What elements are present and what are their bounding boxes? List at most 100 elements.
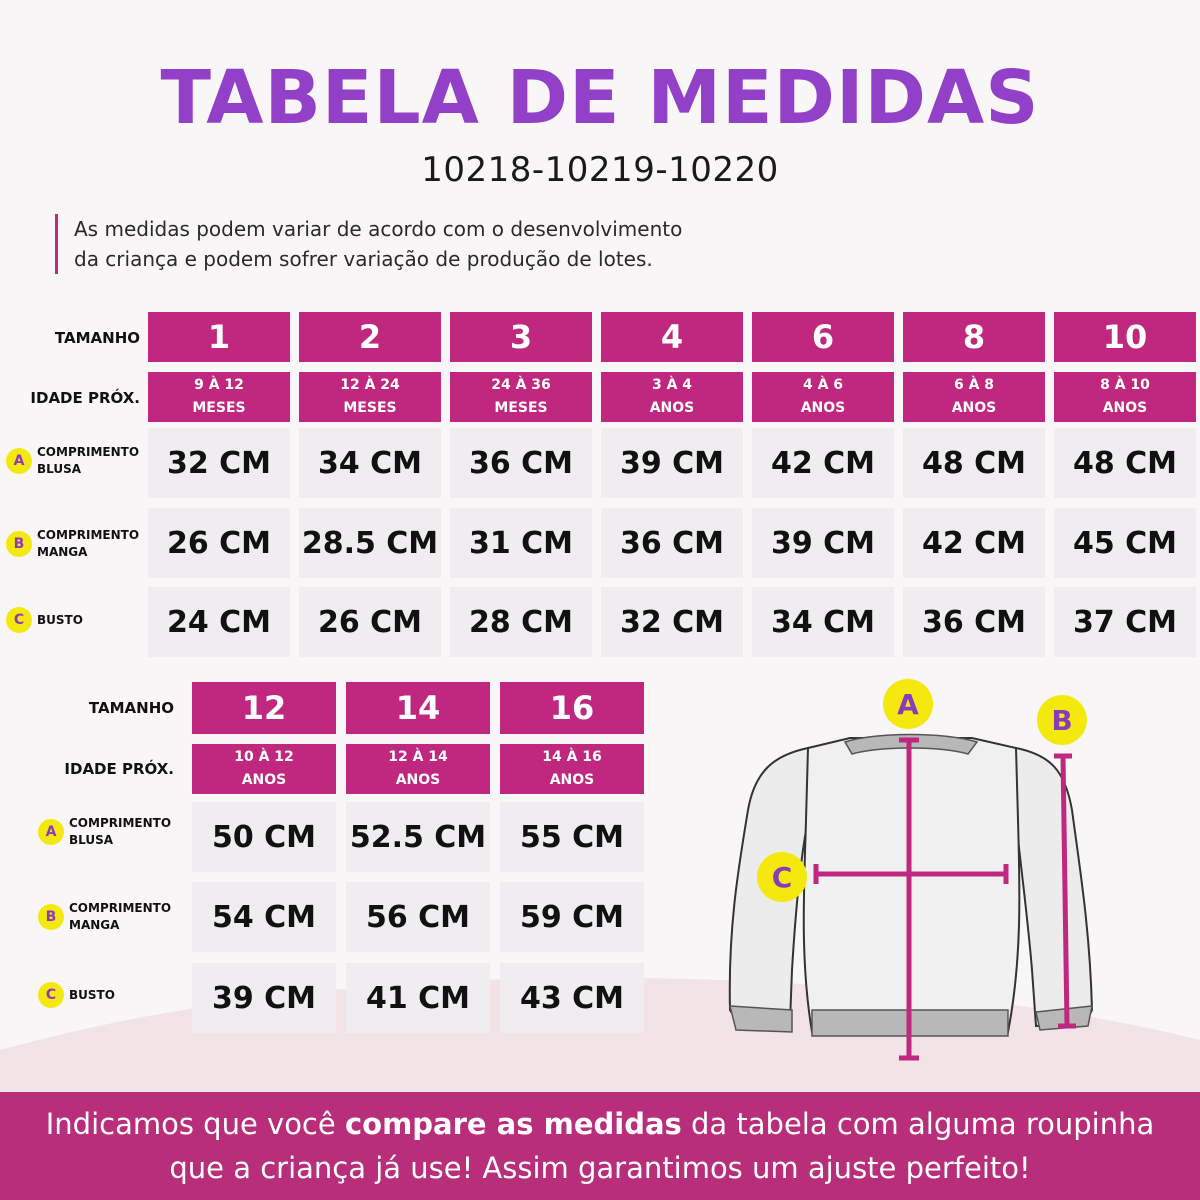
age-range: 24 À 36 — [491, 377, 551, 393]
badge-letter: A — [897, 688, 919, 721]
label-text: BLUSA — [69, 833, 114, 847]
age-cell: 6 À 8 ANOS — [903, 372, 1045, 422]
page-title: TABELA DE MEDIDAS — [160, 55, 1040, 141]
value-cell: 56 CM — [346, 882, 490, 952]
value-cell: 42 CM — [752, 428, 894, 498]
right-sleeve — [1015, 746, 1094, 1028]
age-range: 9 À 12 — [194, 377, 244, 393]
label-comprimento-manga: B COMPRIMENTO MANGA — [6, 527, 139, 561]
age-unit: ANOS — [395, 772, 441, 788]
note-line-1: As medidas podem variar de acordo com o … — [74, 217, 683, 241]
size-cell: 12 — [192, 682, 336, 734]
label-text: COMPRIMENTO — [69, 816, 172, 830]
footer-emphasis: compare as medidas — [344, 1107, 682, 1141]
value-cell: 59 CM — [500, 882, 644, 952]
age-cell: 12 À 14 ANOS — [346, 744, 490, 794]
size-cell: 8 — [903, 312, 1045, 362]
value-cell: 32 CM — [601, 587, 743, 657]
badge-a: A — [6, 448, 32, 474]
value-cell: 39 CM — [192, 963, 336, 1033]
age-unit: ANOS — [549, 772, 595, 788]
right-cuff — [1035, 1005, 1093, 1031]
size-cell: 4 — [601, 312, 743, 362]
label-text: MANGA — [37, 545, 88, 559]
age-cell: 14 À 16 ANOS — [500, 744, 644, 794]
age-row-label: IDADE PRÓX. — [64, 760, 174, 778]
size-cell: 14 — [346, 682, 490, 734]
size-row-label: TAMANHO — [88, 699, 174, 717]
left-cuff — [729, 1005, 793, 1033]
age-cell: 4 À 6 ANOS — [752, 372, 894, 422]
label-comprimento-blusa: A COMPRIMENTO BLUSA — [6, 444, 139, 478]
footer-banner: Indicamos que você compare as medidas da… — [0, 1092, 1200, 1200]
value-cell: 45 CM — [1054, 508, 1196, 578]
value-cell: 26 CM — [299, 587, 441, 657]
value-cell: 34 CM — [752, 587, 894, 657]
value-cell: 39 CM — [752, 508, 894, 578]
sweatshirt-body — [802, 737, 1021, 1033]
diagram-badge-a: A — [883, 679, 933, 729]
value-cell: 34 CM — [299, 428, 441, 498]
age-cell: 24 À 36 MESES — [450, 372, 592, 422]
value-cell: 52.5 CM — [346, 802, 490, 872]
sweatshirt-diagram: A B C — [728, 679, 1094, 1061]
label-text: COMPRIMENTO — [37, 528, 140, 542]
age-range: 3 À 4 — [651, 377, 693, 393]
badge-b: B — [38, 904, 64, 930]
label-busto: C BUSTO — [38, 982, 115, 1008]
footer-line-1: Indicamos que você compare as medidas da… — [0, 1102, 1200, 1146]
value-cell: 31 CM — [450, 508, 592, 578]
value-cell: 54 CM — [192, 882, 336, 952]
age-range: 12 À 14 — [388, 749, 448, 765]
value-cell: 28.5 CM — [299, 508, 441, 578]
value-cell: 36 CM — [450, 428, 592, 498]
age-unit: MESES — [494, 400, 548, 416]
footer-line-2: que a criança já use! Assim garantimos u… — [169, 1151, 1031, 1185]
disclaimer-note: As medidas podem variar de acordo com o … — [55, 214, 682, 274]
value-cell: 42 CM — [903, 508, 1045, 578]
value-cell: 41 CM — [346, 963, 490, 1033]
value-cell: 24 CM — [148, 587, 290, 657]
size-cell: 16 — [500, 682, 644, 734]
size-cell: 10 — [1054, 312, 1196, 362]
size-row-label: TAMANHO — [54, 329, 140, 347]
label-busto: C BUSTO — [6, 607, 83, 633]
age-cell: 3 À 4 ANOS — [601, 372, 743, 422]
label-text: COMPRIMENTO — [69, 901, 172, 915]
label-comprimento-manga: B COMPRIMENTO MANGA — [38, 900, 171, 934]
value-cell: 36 CM — [601, 508, 743, 578]
age-cell: 9 À 12 MESES — [148, 372, 290, 422]
age-range: 8 À 10 — [1100, 377, 1150, 393]
badge-letter: C — [772, 861, 793, 894]
age-unit: MESES — [192, 400, 246, 416]
age-cell: 12 À 24 MESES — [299, 372, 441, 422]
age-range: 4 À 6 — [802, 377, 844, 393]
value-cell: 50 CM — [192, 802, 336, 872]
age-row-label: IDADE PRÓX. — [30, 389, 140, 407]
label-text: BLUSA — [37, 462, 82, 476]
label-text: COMPRIMENTO — [37, 445, 140, 459]
value-cell: 39 CM — [601, 428, 743, 498]
footer-text: Indicamos que você — [45, 1107, 345, 1141]
value-cell: 36 CM — [903, 587, 1045, 657]
badge-letter: B — [1051, 704, 1072, 737]
measure-line-b — [1060, 755, 1070, 1027]
size-cell: 1 — [148, 312, 290, 362]
label-text: MANGA — [69, 918, 120, 932]
value-cell: 26 CM — [148, 508, 290, 578]
badge-c: C — [6, 607, 32, 633]
age-range: 12 À 24 — [340, 377, 400, 393]
value-cell: 28 CM — [450, 587, 592, 657]
diagram-badge-c: C — [757, 852, 807, 902]
label-comprimento-blusa: A COMPRIMENTO BLUSA — [38, 815, 171, 849]
badge-a: A — [38, 819, 64, 845]
size-cell: 6 — [752, 312, 894, 362]
age-cell: 10 À 12 ANOS — [192, 744, 336, 794]
badge-b: B — [6, 531, 32, 557]
age-unit: ANOS — [649, 400, 695, 416]
age-range: 14 À 16 — [542, 749, 602, 765]
product-codes: 10218-10219-10220 — [421, 150, 779, 190]
age-unit: ANOS — [951, 400, 997, 416]
footer-text: da tabela com alguma roupinha — [681, 1107, 1155, 1141]
value-cell: 32 CM — [148, 428, 290, 498]
